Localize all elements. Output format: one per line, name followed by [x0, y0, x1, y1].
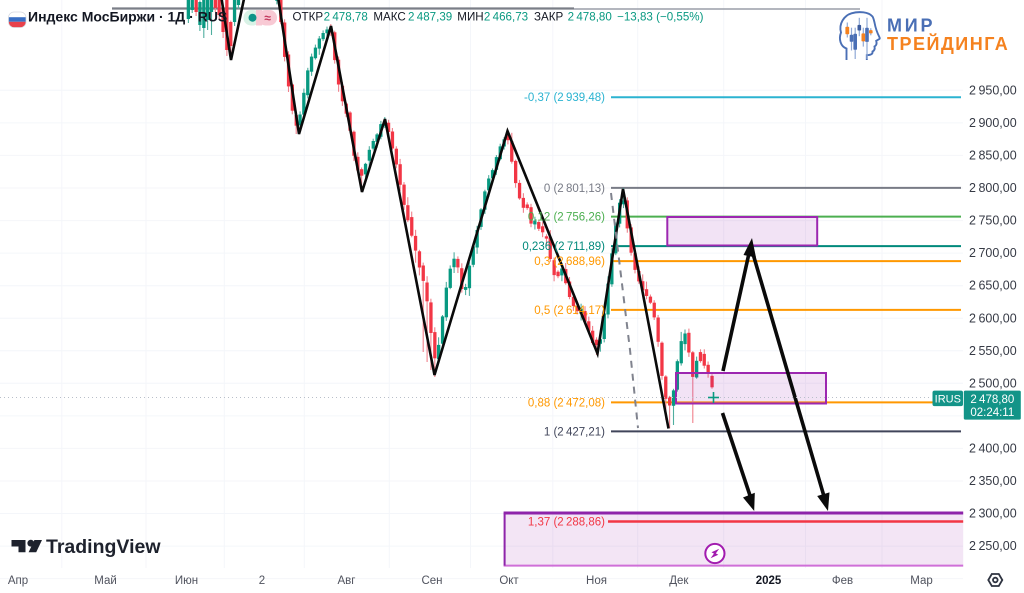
svg-text:Май: Май: [94, 575, 117, 587]
svg-text:2 300,00: 2 300,00: [969, 507, 1017, 521]
svg-text:2025: 2025: [756, 575, 782, 587]
svg-text:0,12 (2 756,26): 0,12 (2 756,26): [528, 212, 605, 224]
svg-text:Дек: Дек: [669, 575, 689, 587]
svg-text:02:24:11: 02:24:11: [970, 407, 1014, 419]
svg-text:2: 2: [259, 575, 265, 587]
svg-text:2 800,00: 2 800,00: [969, 181, 1017, 195]
svg-text:IRUS: IRUS: [935, 394, 961, 406]
svg-text:1,37 (2 288,86): 1,37 (2 288,86): [528, 517, 605, 529]
svg-text:2 478,78: 2 478,78: [324, 10, 368, 23]
svg-text:МИР: МИР: [887, 16, 935, 36]
svg-text:ТРЕЙДИНГА: ТРЕЙДИНГА: [887, 33, 1009, 54]
svg-text:0 (2 801,13): 0 (2 801,13): [544, 183, 605, 195]
svg-text:МИН: МИН: [457, 10, 483, 23]
svg-text:2 700,00: 2 700,00: [969, 246, 1017, 260]
svg-text:2 478,80: 2 478,80: [970, 394, 1014, 406]
svg-text:Сен: Сен: [421, 575, 442, 587]
svg-text:2 600,00: 2 600,00: [969, 311, 1017, 325]
svg-text:Окт: Окт: [499, 575, 519, 587]
svg-text:Июн: Июн: [175, 575, 198, 587]
svg-text:Апр: Апр: [8, 575, 28, 587]
svg-text:0,88 (2 472,08): 0,88 (2 472,08): [528, 397, 605, 409]
svg-text:−13,83 (−0,55%): −13,83 (−0,55%): [617, 10, 704, 23]
svg-text:2 850,00: 2 850,00: [969, 149, 1017, 163]
svg-text:2 950,00: 2 950,00: [969, 84, 1017, 98]
svg-text:2 500,00: 2 500,00: [969, 376, 1017, 390]
svg-text:2 350,00: 2 350,00: [969, 474, 1017, 488]
svg-text:2 900,00: 2 900,00: [969, 116, 1017, 130]
svg-text:≈: ≈: [264, 11, 271, 25]
svg-text:ЗАКР: ЗАКР: [534, 10, 563, 23]
svg-text:Ноя: Ноя: [586, 575, 607, 587]
svg-text:-0,37 (2 939,48): -0,37 (2 939,48): [524, 92, 605, 104]
svg-text:2 400,00: 2 400,00: [969, 441, 1017, 455]
svg-text:Фев: Фев: [832, 575, 853, 587]
svg-text:Мар: Мар: [910, 575, 933, 587]
svg-text:0,3 (2 688,96): 0,3 (2 688,96): [534, 256, 605, 268]
svg-text:МАКС: МАКС: [373, 10, 405, 23]
svg-text:2 650,00: 2 650,00: [969, 279, 1017, 293]
svg-text:2 550,00: 2 550,00: [969, 344, 1017, 358]
svg-text:ОТКР: ОТКР: [293, 10, 324, 23]
svg-text:Авг: Авг: [338, 575, 356, 587]
svg-text:1 (2 427,21): 1 (2 427,21): [544, 426, 605, 438]
svg-text:TradingView: TradingView: [46, 536, 161, 558]
svg-text:2 487,39: 2 487,39: [408, 10, 452, 23]
svg-text:2 750,00: 2 750,00: [969, 214, 1017, 228]
svg-text:2 250,00: 2 250,00: [969, 539, 1017, 553]
svg-text:0,5 (2 614,17): 0,5 (2 614,17): [534, 305, 605, 317]
svg-text:2 466,73: 2 466,73: [484, 10, 528, 23]
svg-text:2 478,80: 2 478,80: [568, 10, 612, 23]
svg-text:0,236 (2 711,89): 0,236 (2 711,89): [522, 241, 605, 253]
svg-text:Индекс МосБиржи · 1Д · RUS: Индекс МосБиржи · 1Д · RUS: [28, 9, 227, 25]
